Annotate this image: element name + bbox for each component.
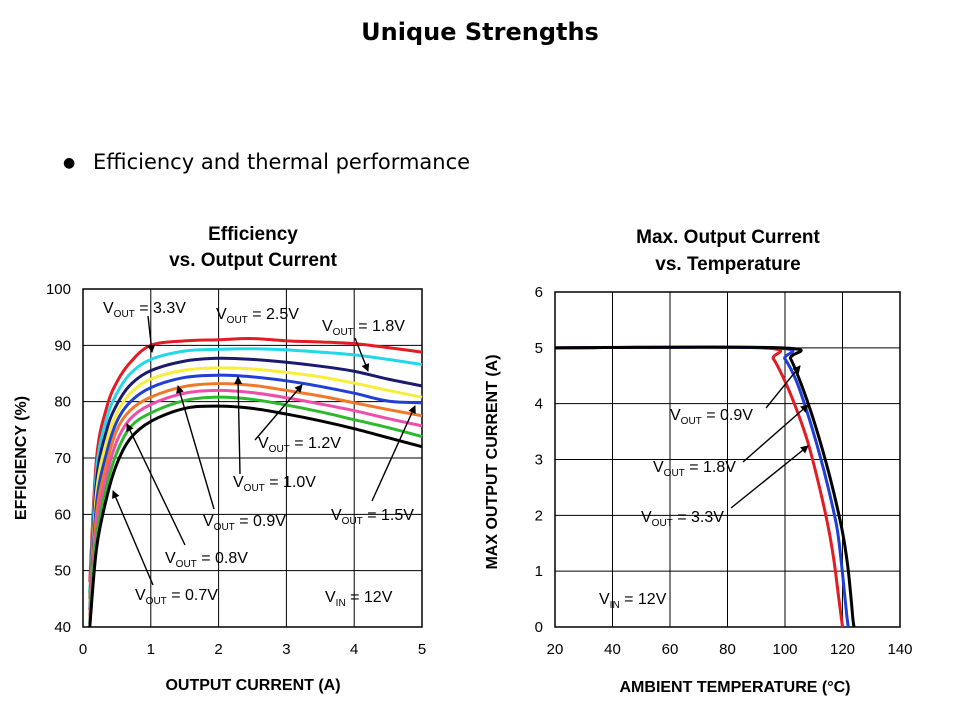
annotation-label: VOUT = 0.9V bbox=[203, 513, 286, 533]
series-line-vout-0-9 bbox=[88, 388, 423, 622]
y-tick-label: 90 bbox=[54, 337, 71, 354]
chart-subtitle: vs. Output Current bbox=[169, 250, 338, 271]
series-line-vout-1-2 bbox=[88, 373, 423, 611]
plot-frame bbox=[82, 288, 423, 628]
annotation-label: VOUT = 0.8V bbox=[165, 550, 248, 570]
annotation-label: VOUT = 2.5V bbox=[216, 306, 299, 326]
annotation-label: VOUT = 1.2V bbox=[258, 435, 341, 455]
x-tick-label: 5 bbox=[418, 641, 426, 658]
series-line-vout-1-8 bbox=[88, 356, 423, 599]
annotation-arrow bbox=[765, 365, 801, 409]
chart-subtitle: vs. Temperature bbox=[655, 254, 800, 275]
y-tick-label: 1 bbox=[535, 563, 543, 580]
bullet-dot-icon: ● bbox=[63, 155, 76, 171]
series-line-vout-3-3 bbox=[88, 337, 423, 583]
vin-note: VIN = 12V bbox=[599, 591, 667, 611]
series-line-vout-0-8 bbox=[88, 395, 423, 625]
slide-title: Unique Strengths bbox=[361, 18, 599, 46]
y-axis-label: MAX OUTPUT CURRENT (A) bbox=[484, 354, 501, 569]
annotation-label: VOUT = 3.3V bbox=[641, 509, 724, 529]
annotation-arrow bbox=[354, 337, 370, 372]
x-tick-label: 60 bbox=[662, 641, 679, 658]
series-line-vout-0-9 bbox=[554, 345, 856, 628]
x-tick-label: 120 bbox=[830, 641, 855, 658]
y-tick-label: 6 bbox=[535, 284, 543, 301]
annotation-arrow bbox=[147, 315, 156, 353]
annotation-label: VOUT = 3.3V bbox=[103, 300, 186, 320]
series-line-vout-2-5 bbox=[88, 347, 423, 594]
x-tick-label: 2 bbox=[214, 641, 222, 658]
chart-title: Max. Output Current bbox=[636, 227, 820, 248]
annotation-arrow bbox=[254, 384, 303, 441]
x-axis-label: AMBIENT TEMPERATURE (°C) bbox=[620, 679, 851, 696]
annotation-arrow bbox=[112, 490, 154, 586]
annotation-arrow bbox=[742, 404, 809, 463]
x-tick-label: 140 bbox=[887, 641, 912, 658]
y-tick-label: 0 bbox=[535, 619, 543, 636]
annotation-label: VOUT = 0.7V bbox=[135, 587, 218, 607]
chart-title: Efficiency bbox=[208, 224, 298, 245]
series-line-vout-0-7 bbox=[88, 404, 423, 628]
annotation-arrow bbox=[176, 385, 215, 510]
y-tick-label: 70 bbox=[54, 450, 71, 467]
annotation-arrow bbox=[730, 445, 809, 509]
x-axis-label: OUTPUT CURRENT (A) bbox=[165, 677, 340, 694]
annotation-arrow bbox=[371, 405, 416, 502]
series-line-vout-1-5 bbox=[88, 366, 423, 605]
plot-frame bbox=[554, 291, 901, 628]
y-tick-label: 100 bbox=[46, 281, 71, 298]
y-tick-label: 4 bbox=[535, 396, 543, 413]
annotation-arrow bbox=[234, 376, 243, 475]
x-tick-label: 1 bbox=[147, 641, 155, 658]
x-tick-label: 40 bbox=[604, 641, 621, 658]
y-tick-label: 60 bbox=[54, 506, 71, 523]
annotation-label: VOUT = 0.9V bbox=[670, 407, 753, 427]
x-tick-label: 4 bbox=[350, 641, 358, 658]
y-tick-label: 2 bbox=[535, 507, 543, 524]
x-tick-label: 3 bbox=[282, 641, 290, 658]
vin-note: VIN = 12V bbox=[325, 589, 393, 609]
annotation-label: VOUT = 1.8V bbox=[322, 318, 405, 338]
x-tick-label: 100 bbox=[772, 641, 797, 658]
annotation-label: VOUT = 1.8V bbox=[653, 459, 736, 479]
x-tick-label: 0 bbox=[79, 641, 87, 658]
annotation-label: VOUT = 1.0V bbox=[233, 474, 316, 494]
efficiency-chart: Efficiency vs. Output Current 0 1 2 3 4 5 40 50 60… bbox=[13, 224, 426, 694]
y-tick-label: 3 bbox=[535, 452, 543, 469]
y-axis-label: EFFICIENCY (%) bbox=[13, 396, 30, 520]
series-line-vout-1-0 bbox=[88, 382, 423, 616]
y-tick-label: 50 bbox=[54, 563, 71, 580]
annotation-label: VOUT = 1.5V bbox=[331, 507, 414, 527]
x-tick-label: 80 bbox=[719, 641, 736, 658]
bullet-item: ● Efficiency and thermal performance bbox=[63, 150, 470, 174]
annotation-arrow bbox=[126, 423, 186, 546]
bullet-text: Efficiency and thermal performance bbox=[93, 150, 471, 174]
y-tick-label: 40 bbox=[54, 619, 71, 636]
x-tick-label: 20 bbox=[547, 641, 564, 658]
y-tick-label: 5 bbox=[535, 340, 543, 357]
y-tick-label: 80 bbox=[54, 394, 71, 411]
